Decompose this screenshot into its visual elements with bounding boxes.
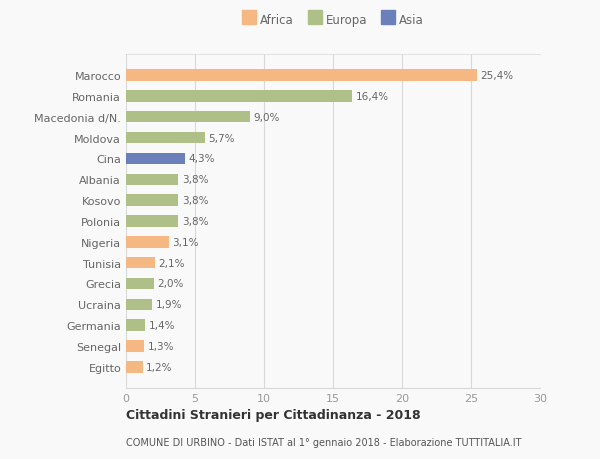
- Text: 9,0%: 9,0%: [254, 112, 280, 123]
- Bar: [126, 341, 144, 352]
- Text: 2,1%: 2,1%: [158, 258, 185, 268]
- Bar: [126, 320, 145, 331]
- Bar: [126, 112, 250, 123]
- Bar: [126, 195, 178, 207]
- Text: COMUNE DI URBINO - Dati ISTAT al 1° gennaio 2018 - Elaborazione TUTTITALIA.IT: COMUNE DI URBINO - Dati ISTAT al 1° genn…: [126, 437, 521, 447]
- Text: 5,7%: 5,7%: [208, 133, 235, 143]
- Text: 16,4%: 16,4%: [356, 92, 389, 102]
- Bar: [126, 91, 352, 102]
- Legend: Africa, Europa, Asia: Africa, Europa, Asia: [242, 14, 424, 28]
- Text: 25,4%: 25,4%: [480, 71, 513, 81]
- Bar: [126, 70, 476, 82]
- Bar: [126, 236, 169, 248]
- Bar: [126, 278, 154, 290]
- Bar: [126, 216, 178, 227]
- Text: 2,0%: 2,0%: [157, 279, 184, 289]
- Text: 3,8%: 3,8%: [182, 217, 208, 226]
- Text: 1,3%: 1,3%: [148, 341, 174, 351]
- Text: 1,4%: 1,4%: [149, 320, 175, 330]
- Text: 1,2%: 1,2%: [146, 362, 173, 372]
- Text: 1,9%: 1,9%: [155, 300, 182, 310]
- Bar: [126, 257, 155, 269]
- Bar: [126, 299, 152, 310]
- Bar: [126, 133, 205, 144]
- Bar: [126, 361, 143, 373]
- Text: 4,3%: 4,3%: [189, 154, 215, 164]
- Text: Cittadini Stranieri per Cittadinanza - 2018: Cittadini Stranieri per Cittadinanza - 2…: [126, 408, 421, 421]
- Bar: [126, 174, 178, 185]
- Text: 3,1%: 3,1%: [172, 237, 199, 247]
- Text: 3,8%: 3,8%: [182, 175, 208, 185]
- Bar: [126, 153, 185, 165]
- Text: 3,8%: 3,8%: [182, 196, 208, 206]
